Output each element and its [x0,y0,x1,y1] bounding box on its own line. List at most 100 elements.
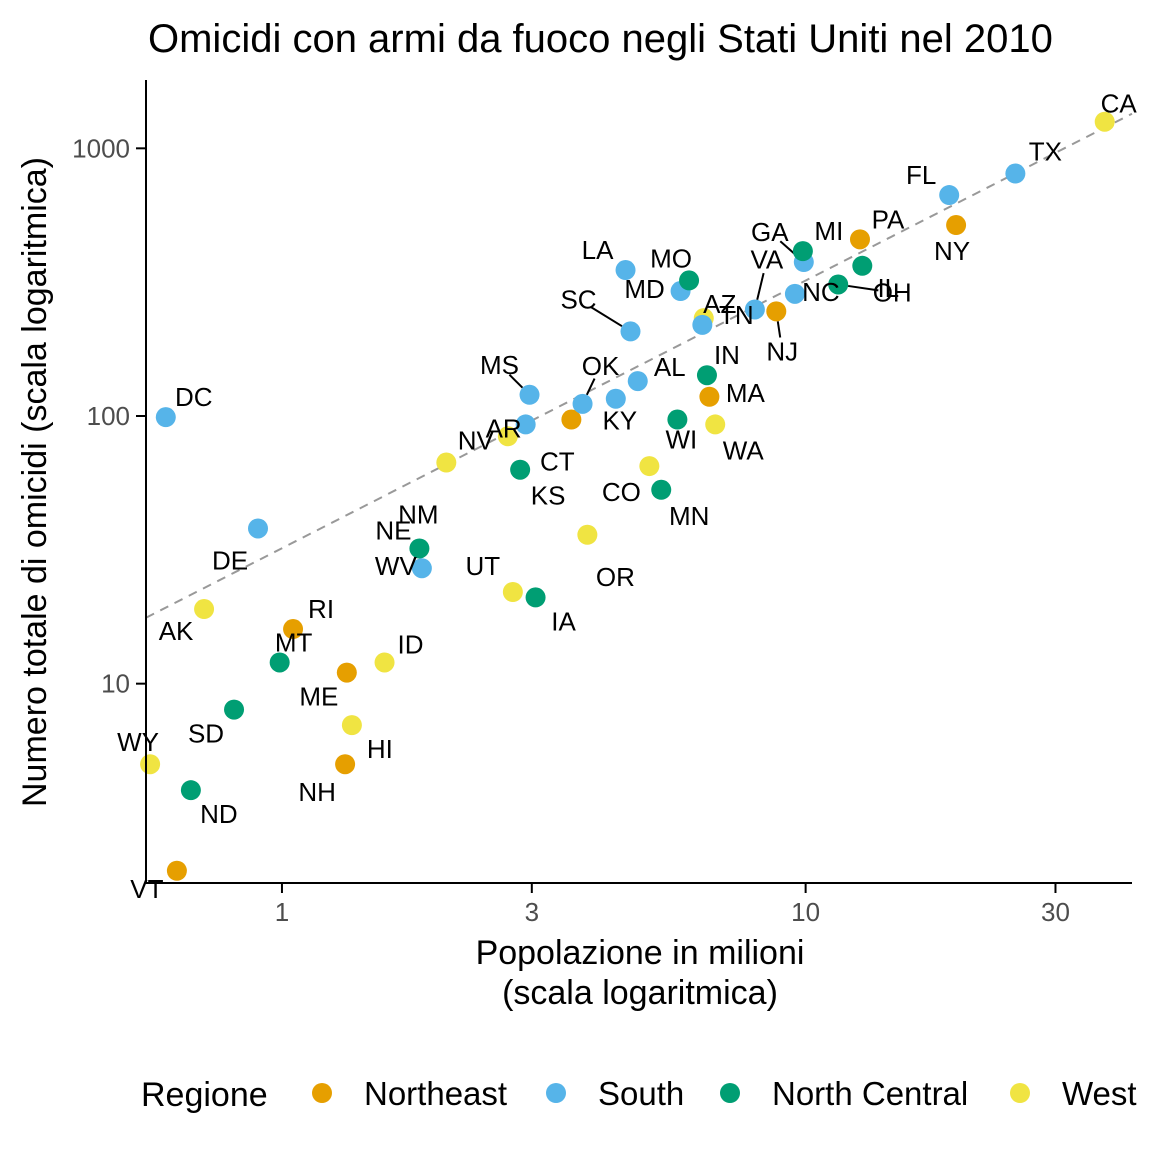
point-label-ak: AK [159,616,194,646]
legend-title: Regione [141,1076,268,1114]
point-label-mo: MO [650,243,692,273]
point-label-nm: NM [398,500,438,530]
point-label-va: VA [750,244,783,274]
point-label-mi: MI [814,216,843,246]
point-label-nv: NV [458,425,495,455]
point-label-ma: MA [726,378,766,408]
y-axis-ticks: 10 100 1000 [72,133,146,699]
point-label-wa: WA [723,435,765,465]
data-point-tx [1005,163,1026,184]
point-label-ri: RI [308,594,334,624]
data-point-mo [679,270,700,291]
point-label-mt: MT [275,627,313,657]
data-point-ny [946,215,967,236]
legend: Regione Northeast South North Central West [141,1075,1137,1114]
leader-line-sc [589,305,623,328]
data-point-mn [651,479,672,500]
point-label-ks: KS [531,481,566,511]
point-label-sc: SC [560,284,596,314]
data-point-ms [519,384,540,405]
legend-key-west [1010,1083,1030,1103]
legend-label-north-central: North Central [772,1075,968,1112]
leader-line-ok [585,378,596,396]
point-label-or: OR [596,562,635,592]
y-axis-label: Numero totale di omicidi (scala logaritm… [16,157,54,807]
data-point-la [615,260,636,281]
legend-key-north-central [720,1083,740,1103]
point-label-id: ID [398,629,424,659]
data-point-vt [166,860,187,881]
x-tick-label: 1 [275,897,289,927]
data-point-ca [1094,111,1115,132]
data-point-va [744,299,765,320]
point-label-me: ME [299,682,338,712]
legend-label-west: West [1062,1075,1137,1112]
point-label-tn: TN [719,300,754,330]
x-tick-label: 3 [525,897,539,927]
y-tick-label: 1000 [72,133,130,163]
point-label-nc: NC [802,277,840,307]
point-label-oh: OH [873,277,912,307]
data-point-pa [849,229,870,250]
data-point-nc [784,283,805,304]
data-point-fl [939,185,960,206]
data-point-me [336,662,357,683]
legend-key-south [546,1083,566,1103]
data-point-ar [515,414,536,435]
point-label-ca: CA [1101,89,1138,119]
data-point-ut [502,582,523,603]
data-point-sc [620,321,641,342]
data-point-ks [510,459,531,480]
data-point-in [696,365,717,386]
data-point-ok [572,393,593,414]
data-point-de [248,518,269,539]
legend-label-northeast: Northeast [364,1075,507,1112]
data-point-ak [194,599,215,620]
legend-label-south: South [598,1075,684,1112]
data-point-ne [409,538,430,559]
data-point-ma [699,386,720,407]
point-label-ms: MS [480,350,519,380]
x-axis-label-line2: (scala logaritmica) [502,974,778,1012]
x-axis-ticks: 1 3 10 30 [275,883,1070,927]
leader-line-nj [776,321,782,338]
data-point-il [852,255,873,276]
data-point-nh [335,754,356,775]
point-label-ia: IA [551,606,576,636]
leader-line-oh [847,284,879,292]
point-label-az: AZ [703,289,736,319]
point-label-ut: UT [466,551,501,581]
data-point-dc [155,407,176,428]
x-tick-label: 10 [791,897,820,927]
data-point-al [627,371,648,392]
point-label-la: LA [582,235,614,265]
data-point-nm [436,452,457,473]
point-label-md: MD [624,274,664,304]
point-label-dc: DC [175,382,213,412]
plot-area: AL AK AZ AR CA CO CT DE DC FL GA HI ID IL IN IA KS KY LA ME… [117,89,1137,904]
point-label-wi: WI [666,425,698,455]
reference-line [145,112,1133,619]
point-label-ct: CT [540,447,575,477]
point-label-ar: AR [486,413,522,443]
point-label-hi: HI [367,734,393,764]
data-point-or [577,524,598,545]
data-point-wv [411,558,432,579]
point-label-ky: KY [602,406,637,436]
data-point-oh [828,274,849,295]
point-label-tx: TX [1029,137,1062,167]
point-label-de: DE [212,545,248,575]
legend-key-northeast [312,1083,332,1103]
data-point-nj [766,301,787,322]
point-label-ok: OK [582,351,620,381]
data-point-mt [269,652,290,673]
point-label-al: AL [654,352,686,382]
leader-line-va [756,272,765,300]
point-label-co: CO [602,477,641,507]
chart-title: Omicidi con armi da fuoco negli Stati Un… [148,17,1053,61]
point-label-nd: ND [200,799,238,829]
point-label-nh: NH [298,777,336,807]
y-tick-label: 100 [87,401,130,431]
data-point-hi [341,715,362,736]
